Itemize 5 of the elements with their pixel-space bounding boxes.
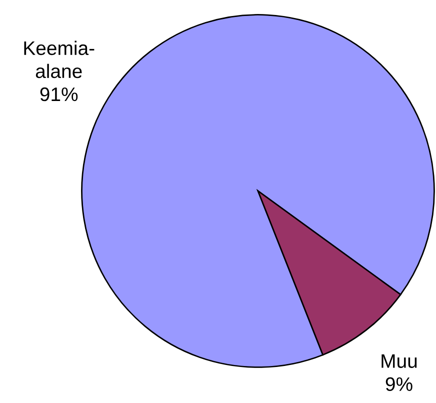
data-label: 9%	[386, 377, 412, 392]
pie-slice	[257, 190, 402, 356]
slice-label: Muu	[382, 354, 417, 368]
data-label: 91%	[40, 87, 78, 102]
slice-label: Keemia- alane	[24, 40, 94, 78]
